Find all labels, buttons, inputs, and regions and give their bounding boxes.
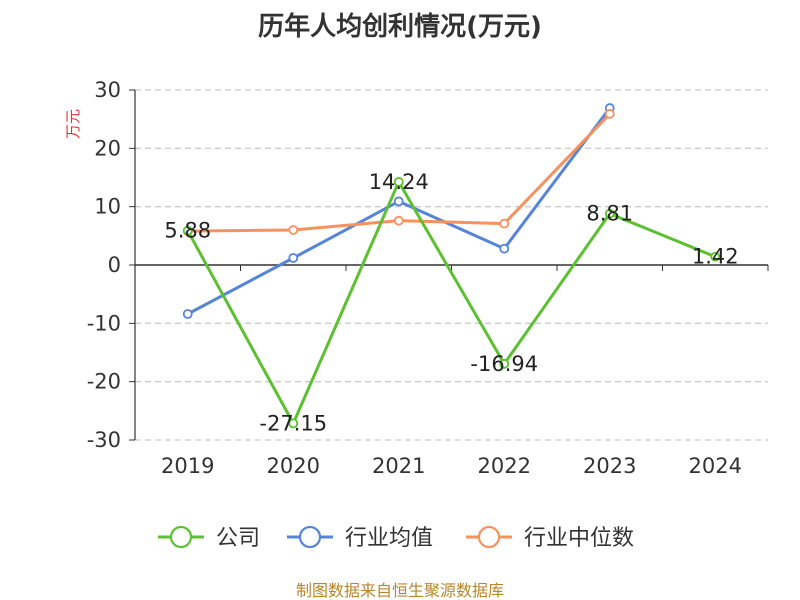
y-tick-label: -30 xyxy=(87,428,121,452)
legend-marker xyxy=(169,525,193,549)
series-1 xyxy=(182,103,615,319)
y-axis-label: 万元 xyxy=(64,109,82,139)
data-point[interactable] xyxy=(499,218,510,229)
data-label: -16.94 xyxy=(470,352,538,376)
legend-item-0[interactable]: 公司 xyxy=(158,525,260,551)
data-labels: 5.88 -27.15 14.24 -16.94 8.81 1.42 xyxy=(164,170,738,435)
y-tick-label: 0 xyxy=(108,253,121,277)
series-layer xyxy=(182,103,721,429)
data-label: -27.15 xyxy=(259,411,327,435)
data-point[interactable] xyxy=(393,177,404,187)
series-line xyxy=(187,107,611,316)
x-tick-label: 2021 xyxy=(372,454,425,478)
grid-lines xyxy=(135,89,768,441)
data-label: 1.42 xyxy=(692,245,739,269)
legend-marker xyxy=(298,525,322,549)
data-point[interactable] xyxy=(604,208,615,219)
axes xyxy=(129,89,769,441)
data-point[interactable] xyxy=(393,215,404,226)
source-note: 制图数据来自恒生聚源数据库 xyxy=(296,581,504,600)
data-label: 8.81 xyxy=(586,202,633,226)
x-tick-label: 2023 xyxy=(583,454,636,478)
x-tick-labels: 2019 2020 2021 2022 2023 2024 xyxy=(161,454,742,478)
legend-label: 行业中位数 xyxy=(524,526,634,551)
data-point[interactable] xyxy=(182,309,193,319)
data-point[interactable] xyxy=(182,225,193,236)
series-line xyxy=(186,180,716,425)
legend[interactable]: 公司 行业均值 行业中位数 xyxy=(158,525,634,551)
data-point[interactable] xyxy=(499,358,510,369)
data-point[interactable] xyxy=(288,225,299,235)
data-label: 14.24 xyxy=(369,170,429,194)
y-tick-label: -20 xyxy=(87,370,121,394)
x-tick-label: 2024 xyxy=(689,454,742,478)
y-tick-label: 20 xyxy=(94,136,121,160)
x-tick-label: 2022 xyxy=(478,454,531,478)
legend-label: 行业均值 xyxy=(345,526,433,551)
series-0 xyxy=(182,177,721,429)
x-tick-label: 2019 xyxy=(161,454,214,478)
data-point[interactable] xyxy=(288,418,299,429)
data-point[interactable] xyxy=(604,109,615,119)
x-tick-label: 2020 xyxy=(267,454,320,478)
data-label: 5.88 xyxy=(164,219,211,243)
data-point[interactable] xyxy=(393,196,404,207)
y-tick-label: -10 xyxy=(87,311,121,335)
data-point[interactable] xyxy=(499,243,510,254)
legend-label: 公司 xyxy=(216,526,260,551)
y-tick-labels: 30 20 10 0 -10 -20 -30 xyxy=(87,78,121,452)
y-tick-label: 10 xyxy=(94,195,121,219)
legend-item-2[interactable]: 行业中位数 xyxy=(466,525,634,551)
chart-title: 历年人均创利情况(万元) xyxy=(258,11,542,42)
legend-item-1[interactable]: 行业均值 xyxy=(287,525,433,551)
legend-marker xyxy=(477,525,501,549)
data-point[interactable] xyxy=(288,253,299,263)
y-tick-label: 30 xyxy=(94,78,121,102)
data-point[interactable] xyxy=(710,251,721,262)
